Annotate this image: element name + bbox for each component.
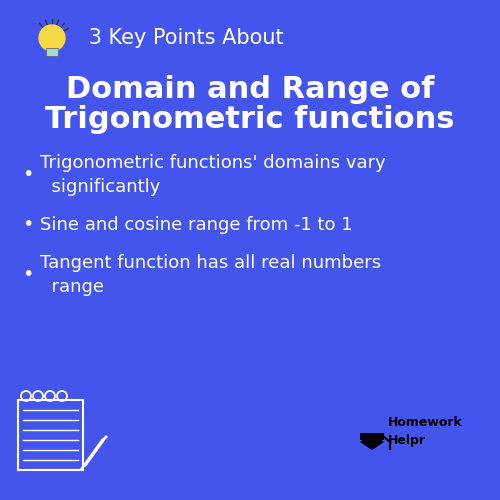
Text: Homework: Homework [388, 416, 463, 429]
Text: Tangent function has all real numbers
  range: Tangent function has all real numbers ra… [40, 254, 381, 296]
Text: Trigonometric functions: Trigonometric functions [45, 106, 455, 134]
Text: Sine and cosine range from -1 to 1: Sine and cosine range from -1 to 1 [40, 216, 352, 234]
Text: •: • [22, 166, 34, 184]
FancyBboxPatch shape [46, 48, 58, 56]
Text: Trigonometric functions' domains vary
  significantly: Trigonometric functions' domains vary si… [40, 154, 386, 196]
Polygon shape [360, 434, 384, 450]
Text: •: • [22, 216, 34, 234]
Text: 3 Key Points About: 3 Key Points About [82, 28, 283, 48]
Text: Helpr: Helpr [388, 434, 426, 447]
Text: •: • [22, 266, 34, 284]
Text: Domain and Range of: Domain and Range of [66, 76, 434, 104]
Circle shape [39, 25, 65, 51]
FancyBboxPatch shape [360, 433, 384, 440]
